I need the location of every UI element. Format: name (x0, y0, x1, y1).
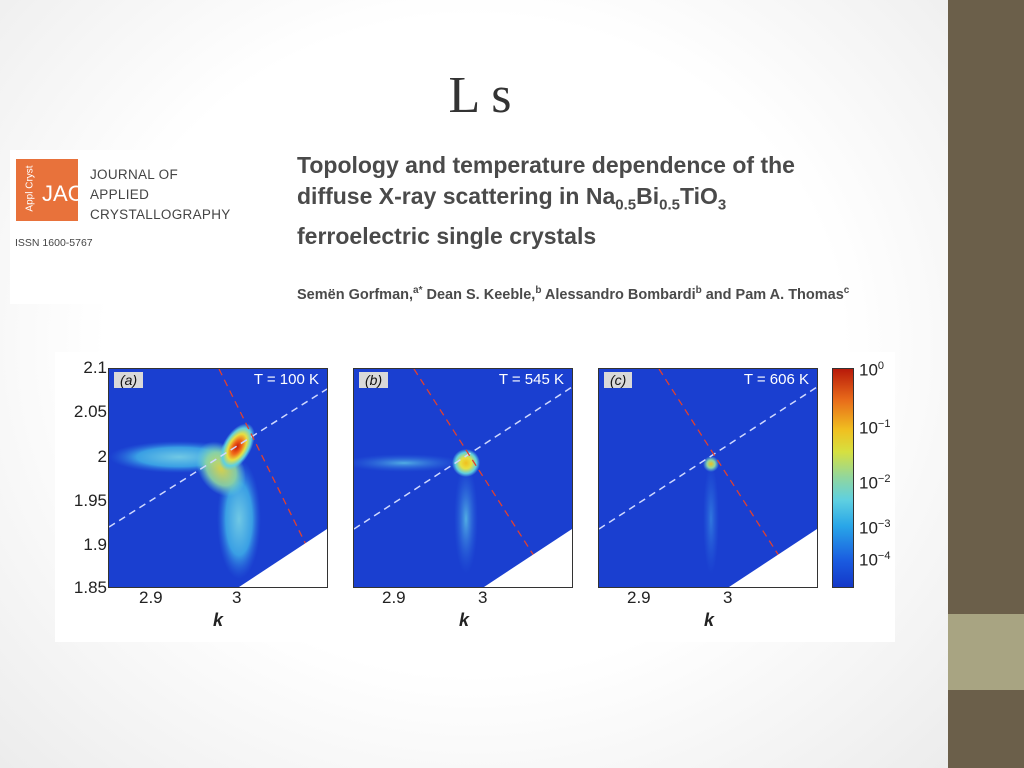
y-tick-label: 2.05 (73, 402, 107, 421)
journal-name-line: CRYSTALLOGRAPHY (90, 207, 231, 222)
title-text: TiO (679, 183, 718, 209)
logo-side-text: Appl Cryst (24, 165, 36, 212)
logo-abbr: JAC (42, 181, 84, 206)
author-list: Semën Gorfman,a* Dean S. Keeble,b Alessa… (297, 285, 937, 303)
colorbar-exponent: −4 (877, 550, 891, 562)
paper-title-line: diffuse X-ray scattering in Na0.5Bi0.5Ti… (297, 181, 897, 221)
colorbar-label: 10−4 (859, 550, 890, 571)
title-text: Bi (636, 183, 660, 209)
x-tick-label: 2.9 (139, 588, 163, 607)
author-name: Semën Gorfman, (297, 286, 414, 303)
colorbar-exponent: −1 (877, 418, 891, 430)
author-affiliation: b (695, 285, 702, 296)
y-tick-label: 2.1 (83, 358, 107, 377)
colorbar-label: 10−1 (859, 418, 890, 439)
author-affiliation: c (843, 285, 850, 296)
title-subscript: 3 (717, 196, 727, 214)
y-tick-label: 1.85 (73, 578, 107, 597)
paper-title: Topology and temperature dependence of t… (297, 150, 897, 252)
panel-temperature: T = 545 K (498, 371, 564, 388)
colorbar-label: 10−3 (859, 518, 890, 539)
jac-logo-icon: Appl Cryst JAC (16, 159, 84, 221)
y-tick-label: 1.95 (73, 491, 107, 510)
colorbar-exponent: −2 (877, 473, 891, 485)
panel-label: (c) (604, 372, 633, 388)
sidebar-accent-block (948, 614, 1024, 690)
journal-name-line: APPLIED (90, 187, 150, 202)
colorbar-base: 10 (859, 550, 878, 570)
map-panel-b: (b) T = 545 K (353, 368, 573, 588)
x-axis-label: k (704, 610, 715, 630)
journal-logo: Appl Cryst JAC JOURNAL OF APPLIED CRYSTA… (10, 150, 266, 304)
colorbar (832, 368, 854, 588)
panel-temperature: T = 100 K (253, 371, 319, 388)
author-affiliation: b (535, 285, 542, 296)
title-text: diffuse X-ray scattering in Na (297, 183, 616, 209)
y-tick-label: 2 (97, 447, 107, 466)
scattering-figure: 2.1 2.05 2 1.95 1.9 1.85 (55, 352, 895, 642)
x-axis-label: k (213, 610, 224, 630)
x-tick-label: 3 (723, 588, 733, 607)
x-tick-label: 2.9 (382, 588, 406, 607)
author-name: and Pam A. Thomas (705, 286, 844, 303)
colorbar-base: 10 (859, 473, 878, 493)
slide-title: L s (448, 67, 512, 124)
colorbar-exponent: −3 (877, 518, 891, 530)
colorbar-base: 10 (859, 360, 878, 380)
map-panel-a: (a) T = 100 K (108, 368, 328, 588)
colorbar-base: 10 (859, 418, 878, 438)
title-subscript: 0.5 (659, 196, 680, 214)
x-axis-label: k (459, 610, 470, 630)
y-tick-label: 1.9 (83, 535, 107, 554)
title-subscript: 0.5 (615, 196, 637, 214)
x-tick-label: 3 (478, 588, 488, 607)
author-affiliation: a* (413, 285, 423, 296)
paper-title-line: ferroelectric single crystals (297, 222, 597, 249)
paper-title-line: Topology and temperature dependence of t… (297, 152, 795, 178)
map-c-image (599, 369, 817, 587)
panel-temperature: T = 606 K (743, 371, 809, 388)
x-tick-label: 3 (232, 588, 242, 607)
colorbar-label: 10−2 (859, 473, 890, 494)
map-a-image (109, 369, 327, 587)
author-name: Alessandro Bombardi (544, 286, 696, 303)
journal-name-line: JOURNAL OF (90, 167, 179, 182)
issn: ISSN 1600-5767 (15, 237, 93, 249)
panel-label: (a) (114, 372, 144, 388)
map-b-image (354, 369, 572, 587)
panel-label: (b) (359, 372, 389, 388)
colorbar-exponent: 0 (877, 360, 885, 372)
colorbar-label: 100 (859, 360, 884, 381)
author-name: Dean S. Keeble, (426, 286, 536, 303)
x-tick-label: 2.9 (627, 588, 651, 607)
map-panel-c: (c) T = 606 K (598, 368, 818, 588)
colorbar-base: 10 (859, 518, 878, 538)
